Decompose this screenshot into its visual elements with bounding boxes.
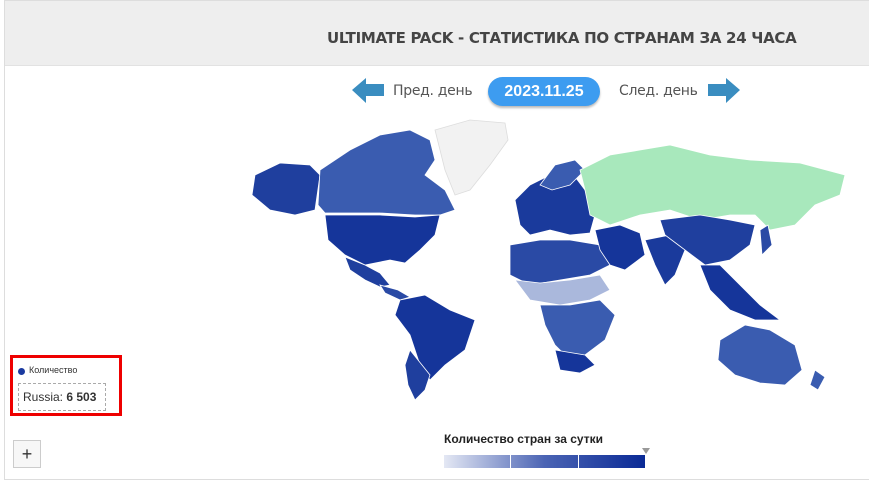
country-japan[interactable]: [759, 224, 773, 256]
country-greenland[interactable]: [434, 119, 509, 196]
country-south-africa[interactable]: [554, 349, 596, 374]
world-map[interactable]: [240, 115, 860, 405]
next-day-label: След. день: [619, 83, 698, 99]
country-north-africa[interactable]: [509, 239, 611, 286]
country-sahel[interactable]: [514, 274, 611, 306]
tooltip-country: Russia:: [23, 390, 64, 404]
scale-marker-icon: [642, 448, 650, 454]
country-southeast-asia[interactable]: [699, 264, 782, 321]
country-usa[interactable]: [324, 214, 441, 266]
arrow-left-icon: [352, 78, 384, 103]
country-canada[interactable]: [317, 129, 456, 216]
map-legend-highlight: Количество Russia: 6 503: [10, 355, 122, 416]
zoom-in-button[interactable]: +: [13, 440, 41, 468]
current-date: 2023.11.25: [488, 77, 600, 106]
color-scale-title: Количество стран за сутки: [444, 432, 603, 446]
country-central-america[interactable]: [379, 284, 411, 301]
country-russia[interactable]: [579, 144, 846, 231]
tooltip: Russia: 6 503: [18, 383, 106, 411]
prev-day-label: Пред. день: [393, 83, 473, 99]
color-scale-bar: [444, 455, 645, 468]
arrow-right-icon: [707, 78, 740, 103]
legend-series-label: Количество: [29, 365, 78, 375]
country-new-zealand[interactable]: [809, 369, 826, 391]
page-title: ULTIMATE PACK - СТАТИСТИКА ПО СТРАНАМ ЗА…: [327, 29, 797, 47]
country-australia[interactable]: [717, 324, 803, 386]
tooltip-value: 6 503: [66, 390, 97, 404]
country-brazil[interactable]: [394, 294, 476, 381]
header: ULTIMATE PACK - СТАТИСТИКА ПО СТРАНАМ ЗА…: [5, 1, 869, 66]
country-alaska[interactable]: [251, 162, 321, 216]
prev-day-button[interactable]: Пред. день: [352, 76, 473, 106]
country-china[interactable]: [659, 214, 756, 266]
country-central-africa[interactable]: [539, 299, 616, 361]
next-day-button[interactable]: След. день: [619, 76, 740, 106]
country-argentina[interactable]: [404, 349, 431, 401]
series-dot-icon: [18, 368, 25, 375]
country-middle-east[interactable]: [594, 224, 646, 271]
